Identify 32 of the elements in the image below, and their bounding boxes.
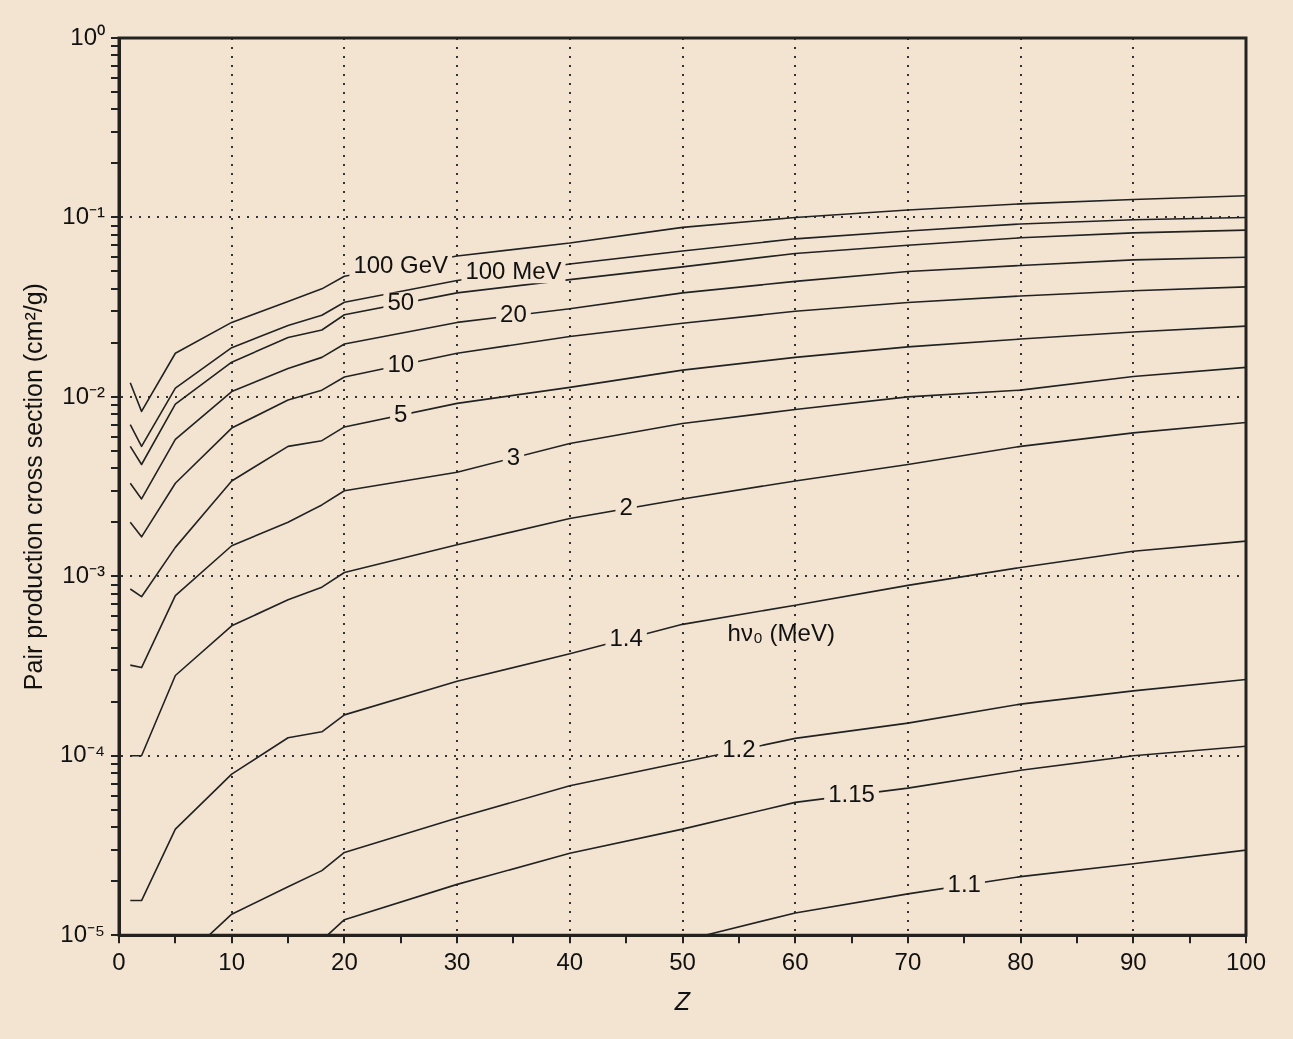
series-label: 50 (387, 288, 415, 316)
x-tick-label: 10 (218, 948, 246, 976)
y-axis-title: Pair production cross section (cm²/g) (18, 283, 47, 691)
series-label: 2 (619, 493, 633, 521)
series-label: 100 MeV (465, 256, 562, 284)
series-label: 20 (500, 300, 527, 328)
y-tick-label: 10⁻¹ (62, 202, 106, 230)
x-tick-label: 90 (1119, 948, 1147, 976)
series-label: 3 (506, 442, 521, 470)
series-label: 1.2 (722, 734, 756, 762)
y-tick-label: 10⁰ (70, 22, 106, 50)
series-label: 100 GeV (353, 250, 449, 278)
y-tick-label: 10⁻⁵ (60, 919, 106, 947)
x-axis-title: Z (673, 986, 691, 1015)
x-tick-label: 50 (669, 948, 696, 976)
x-tick-label: 60 (781, 948, 809, 976)
y-tick-label: 10⁻³ (62, 560, 106, 588)
y-tick-label: 10⁻⁴ (59, 740, 106, 768)
annotation: hν₀ (MeV) (727, 619, 835, 647)
x-tick-label: 40 (556, 948, 584, 976)
x-tick-label: 0 (112, 948, 126, 976)
series-label: 1.1 (947, 869, 981, 897)
series-label: 5 (394, 399, 408, 427)
series-label: 1.4 (609, 623, 643, 651)
series-label: 1.15 (828, 779, 875, 807)
series-label: 10 (387, 349, 415, 377)
x-tick-label: 80 (1007, 948, 1034, 976)
x-tick-label: 30 (443, 948, 471, 976)
x-tick-label: 70 (894, 948, 922, 976)
x-tick-label: 20 (331, 948, 358, 976)
y-tick-label: 10⁻² (62, 381, 106, 409)
x-tick-label: 100 (1225, 948, 1267, 976)
